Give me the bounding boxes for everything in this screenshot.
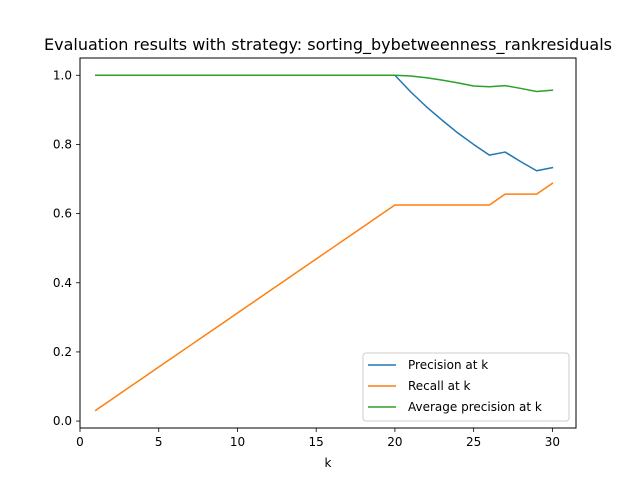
legend-label-3: Average precision at k [408,400,542,414]
x-tick-label: 5 [155,435,163,449]
y-tick-label: 0.2 [53,345,72,359]
chart-title: Evaluation results with strategy: sortin… [44,35,612,55]
y-axis-ticks: 0.0 0.2 0.4 0.6 0.8 1.0 [53,68,80,428]
legend-label-2: Recall at k [408,379,470,393]
x-tick-label: 25 [466,435,481,449]
series-line-2 [94,182,554,412]
x-axis-label: k [325,456,332,470]
x-tick-label: 0 [76,435,84,449]
x-tick-label: 10 [230,435,245,449]
x-axis-ticks: 0 5 10 15 20 25 30 [76,428,560,449]
x-tick-label: 15 [309,435,324,449]
x-tick-label: 30 [545,435,560,449]
y-tick-label: 1.0 [53,68,72,82]
y-tick-label: 0.0 [53,414,72,428]
plot-frame [79,57,577,429]
y-tick-label: 0.6 [53,207,72,221]
series-line-3 [95,74,554,93]
y-tick-label: 0.4 [53,276,72,290]
series-layer [94,74,554,412]
legend-label-1: Precision at k [408,358,488,372]
legend-box [362,352,570,422]
legend: Precision at k Recall at k Average precisi… [362,352,570,422]
y-tick-label: 0.8 [53,137,72,151]
x-tick-label: 20 [387,435,402,449]
